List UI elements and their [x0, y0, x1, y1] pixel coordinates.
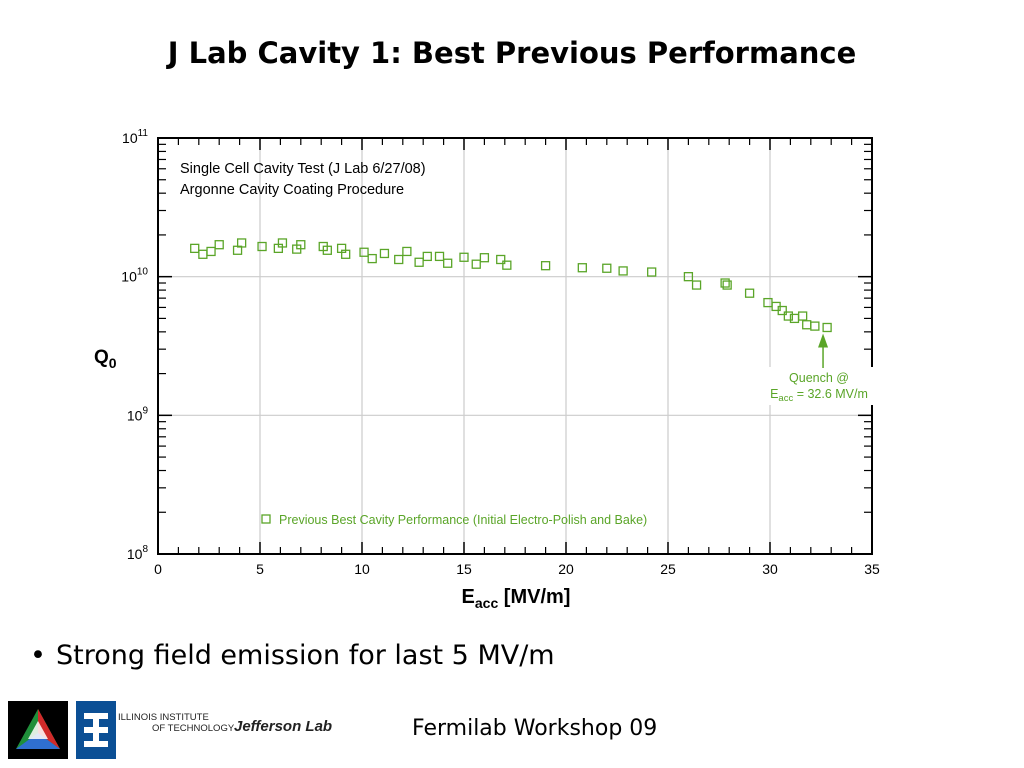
iit-logo: ILLINOIS INSTITUTE OF TECHNOLOGY: [118, 712, 234, 734]
data-point: [577, 263, 587, 273]
data-point: [691, 280, 702, 290]
data-point: [618, 266, 628, 276]
q0-vs-eacc-chart: 0 5 10 15 20 25 30 35 108 109 1010 1011 Single Cel…: [94, 128, 880, 611]
legend-label: Previous Best Cavity Performance (Initia…: [279, 513, 647, 527]
data-point: [744, 288, 755, 298]
data-point: [777, 305, 787, 316]
data-point: [296, 240, 306, 250]
data-point: [602, 263, 612, 273]
x-tick-label: 15: [456, 561, 472, 577]
footer-text: Fermilab Workshop 09: [412, 716, 658, 741]
x-tick-label: 5: [256, 561, 264, 577]
data-point: [322, 245, 332, 255]
y-tick-label: 109: [127, 405, 149, 423]
data-point: [379, 248, 390, 259]
data-point: [359, 247, 369, 257]
data-point: [434, 251, 445, 262]
data-point: [277, 238, 288, 248]
quench-label-line1: Quench @: [789, 371, 849, 385]
vlt-logo: [8, 701, 68, 759]
data-point: [459, 252, 469, 262]
legend-marker: [261, 514, 271, 524]
data-point: [471, 259, 481, 269]
data-point: [720, 278, 730, 288]
y-axis-label: Q0: [94, 347, 117, 371]
plot-frame: [157, 137, 873, 555]
data-points: [190, 238, 832, 333]
bullet-text: Strong field emission for last 5 MV/m: [56, 640, 555, 671]
x-axis-label: Eacc [MV/m]: [462, 586, 571, 611]
legend: Previous Best Cavity Performance (Initia…: [261, 513, 647, 527]
data-point: [206, 246, 216, 257]
data-point: [422, 251, 432, 262]
y-tick-label: 108: [127, 544, 149, 562]
data-point: [394, 254, 404, 265]
data-point: [198, 249, 208, 259]
data-point: [797, 311, 808, 321]
quench-label-line2: Eacc = 32.6 MV/m: [770, 387, 868, 404]
data-point: [341, 249, 351, 259]
fermilab-logo: [76, 701, 116, 759]
data-point: [479, 253, 490, 263]
chart-note-1: Single Cell Cavity Test (J Lab 6/27/08): [180, 161, 426, 177]
data-point: [722, 280, 732, 290]
data-point: [502, 260, 512, 270]
x-tick-label: 30: [762, 561, 778, 577]
data-point: [783, 311, 794, 321]
quench-label-box: [760, 367, 878, 405]
data-point: [236, 238, 247, 248]
y-tick-labels: 108 109 1010 1011: [121, 128, 148, 562]
data-point: [402, 246, 412, 257]
bullet-dot: •: [30, 640, 46, 671]
x-tick-label: 0: [154, 561, 162, 577]
bullet-item: • Strong field emission for last 5 MV/m: [30, 640, 555, 671]
data-point: [496, 254, 506, 265]
x-tick-labels: 0 5 10 15 20 25 30 35: [154, 561, 880, 577]
data-point: [822, 322, 832, 333]
data-point: [443, 258, 453, 268]
iit-logo-line1: ILLINOIS INSTITUTE: [118, 712, 209, 723]
data-point: [647, 267, 657, 277]
data-point: [257, 241, 267, 252]
data-point: [367, 253, 377, 264]
x-tick-label: 25: [660, 561, 676, 577]
quench-arrow-head: [818, 333, 829, 348]
data-point: [214, 240, 224, 250]
y-tick-label: 1010: [121, 267, 148, 285]
slide-title: J Lab Cavity 1: Best Previous Performanc…: [167, 36, 857, 70]
data-point: [802, 320, 812, 330]
data-point: [190, 243, 200, 254]
y-tick-label: 1011: [122, 128, 148, 146]
x-tick-label: 10: [354, 561, 370, 577]
x-tick-label: 35: [864, 561, 880, 577]
x-tick-label: 20: [558, 561, 574, 577]
minor-ticks: [157, 137, 873, 555]
data-point: [763, 297, 773, 308]
quench-annotation: Quench @ Eacc = 32.6 MV/m: [760, 333, 878, 405]
jefferson-lab-logo: Jefferson Lab: [234, 718, 333, 735]
chart-note-2: Argonne Cavity Coating Procedure: [180, 182, 404, 198]
data-point: [414, 257, 424, 267]
data-point: [540, 261, 551, 271]
data-point: [683, 272, 694, 282]
grid-lines: [158, 138, 872, 554]
data-point: [789, 313, 800, 324]
iit-logo-line2: OF TECHNOLOGY: [152, 723, 235, 734]
data-point: [810, 321, 820, 331]
